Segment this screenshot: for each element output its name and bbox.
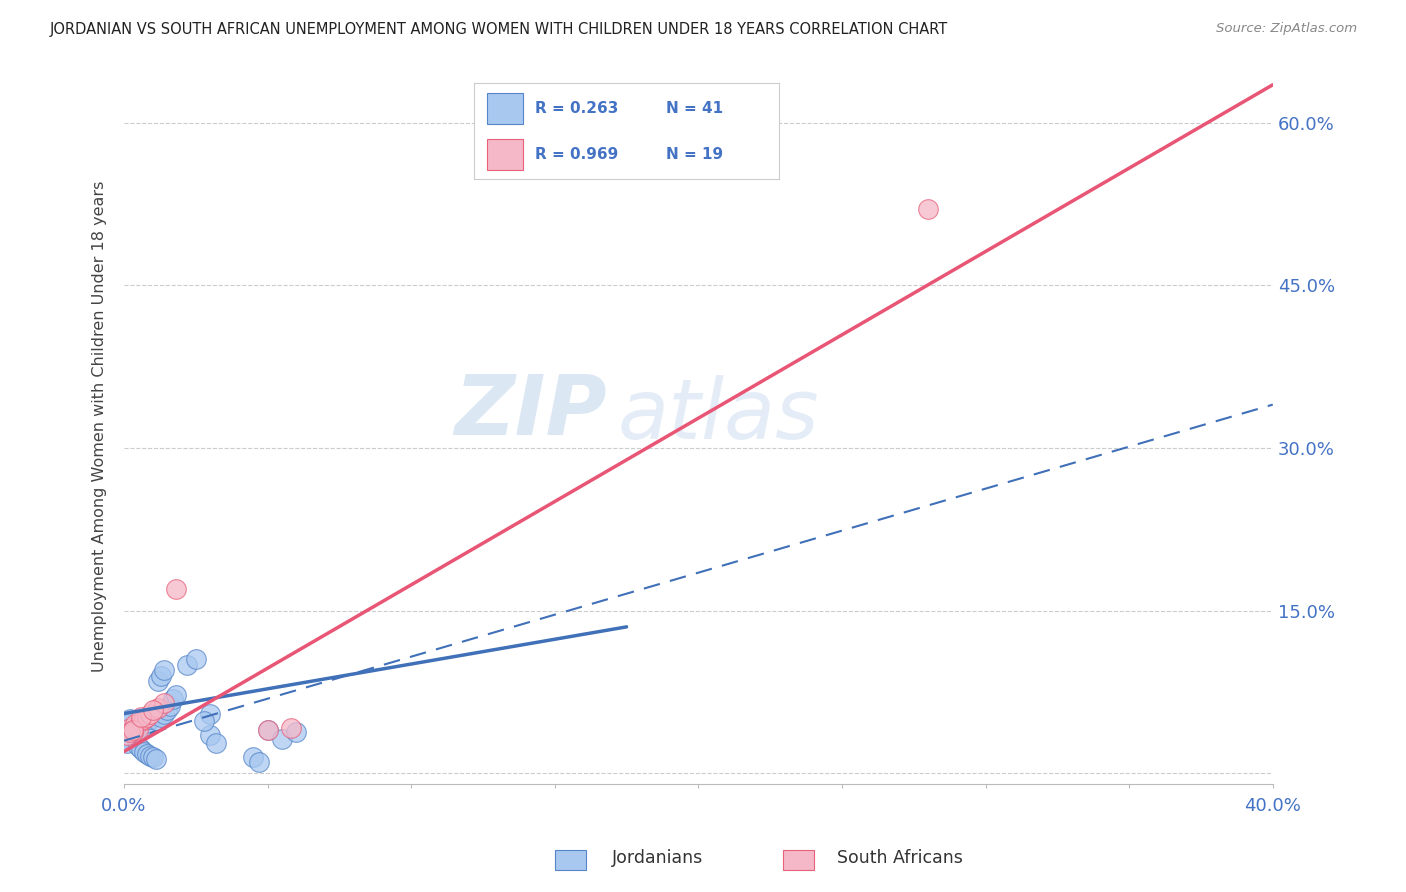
Point	[118, 725, 141, 739]
Point	[917, 202, 939, 217]
Point	[129, 714, 152, 728]
Point	[256, 723, 278, 737]
Point	[150, 710, 173, 724]
Point	[118, 721, 141, 735]
Point	[271, 731, 294, 746]
Point	[148, 701, 170, 715]
Point	[121, 723, 143, 737]
Point	[127, 721, 149, 735]
Point	[159, 698, 181, 713]
Y-axis label: Unemployment Among Women with Children Under 18 years: Unemployment Among Women with Children U…	[93, 180, 107, 672]
Point	[176, 657, 198, 672]
Point	[148, 674, 170, 689]
Point	[124, 725, 146, 739]
Point	[124, 717, 146, 731]
Text: ZIP: ZIP	[454, 371, 606, 452]
Point	[142, 750, 165, 764]
Point	[247, 756, 270, 770]
Point	[156, 703, 179, 717]
Text: JORDANIAN VS SOUTH AFRICAN UNEMPLOYMENT AMONG WOMEN WITH CHILDREN UNDER 18 YEARS: JORDANIAN VS SOUTH AFRICAN UNEMPLOYMENT …	[49, 22, 948, 37]
Point	[142, 703, 165, 717]
Point	[198, 706, 221, 721]
Text: Source: ZipAtlas.com: Source: ZipAtlas.com	[1216, 22, 1357, 36]
Point	[148, 714, 170, 728]
Point	[242, 750, 264, 764]
Point	[165, 688, 187, 702]
Point	[153, 663, 176, 677]
Point	[127, 723, 149, 737]
Point	[118, 712, 141, 726]
Point	[136, 716, 159, 731]
Text: Jordanians: Jordanians	[612, 849, 703, 867]
Point	[184, 652, 207, 666]
Point	[115, 717, 138, 731]
Point	[139, 712, 162, 726]
Point	[121, 723, 143, 737]
Point	[145, 752, 167, 766]
Point	[256, 723, 278, 737]
Point	[127, 739, 149, 753]
Point	[205, 736, 228, 750]
Point	[129, 714, 152, 728]
Point	[132, 745, 155, 759]
Point	[115, 736, 138, 750]
Point	[193, 714, 215, 728]
Point	[139, 706, 162, 721]
Point	[136, 747, 159, 761]
Point	[132, 718, 155, 732]
Point	[129, 742, 152, 756]
Point	[115, 728, 138, 742]
Point	[150, 668, 173, 682]
Text: South Africans: South Africans	[837, 849, 963, 867]
Point	[129, 710, 152, 724]
Point	[280, 721, 302, 735]
Point	[285, 725, 308, 739]
Point	[132, 712, 155, 726]
Point	[153, 706, 176, 721]
Point	[118, 731, 141, 746]
Point	[121, 725, 143, 739]
Point	[198, 728, 221, 742]
Point	[153, 696, 176, 710]
Text: atlas: atlas	[619, 375, 820, 456]
Point	[139, 748, 162, 763]
Point	[162, 692, 184, 706]
Point	[121, 728, 143, 742]
Point	[165, 582, 187, 596]
Point	[136, 710, 159, 724]
Point	[124, 733, 146, 747]
